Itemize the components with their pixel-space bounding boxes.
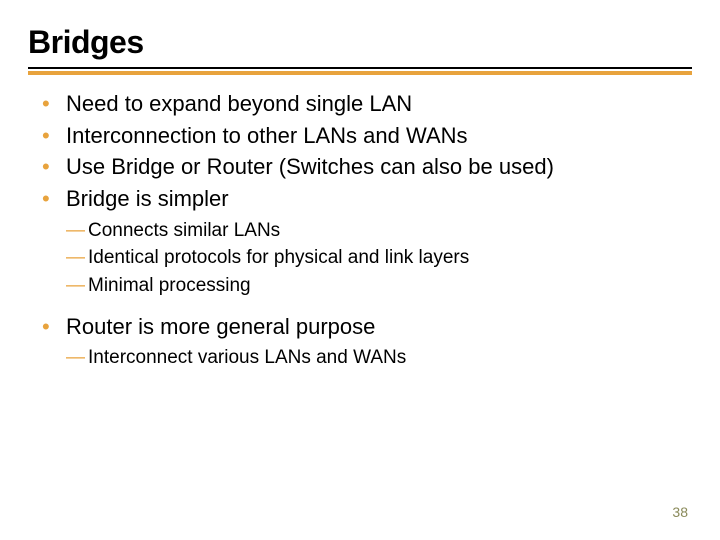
- bullet-text: Router is more general purpose: [66, 314, 375, 339]
- slide: Bridges Need to expand beyond single LAN…: [0, 0, 720, 372]
- bullet-item: Need to expand beyond single LAN: [38, 89, 692, 119]
- sub-text: Identical protocols for physical and lin…: [88, 247, 469, 268]
- bullet-list: Router is more general purpose Interconn…: [28, 312, 692, 372]
- sub-text: Minimal processing: [88, 275, 251, 296]
- bullet-text: Use Bridge or Router (Switches can also …: [66, 154, 554, 179]
- slide-content: Need to expand beyond single LAN Interco…: [28, 89, 692, 372]
- sub-item: Interconnect various LANs and WANs: [66, 345, 692, 372]
- sub-item: Identical protocols for physical and lin…: [66, 245, 692, 272]
- bullet-item: Use Bridge or Router (Switches can also …: [38, 152, 692, 182]
- spacer: [28, 302, 692, 312]
- rule-orange: [28, 71, 692, 75]
- bullet-item: Interconnection to other LANs and WANs: [38, 121, 692, 151]
- sub-item: Connects similar LANs: [66, 218, 692, 245]
- bullet-item: Router is more general purpose Interconn…: [38, 312, 692, 372]
- sub-text: Interconnect various LANs and WANs: [88, 347, 406, 368]
- bullet-text: Bridge is simpler: [66, 186, 229, 211]
- slide-title: Bridges: [28, 24, 692, 61]
- page-number: 38: [672, 504, 688, 520]
- sub-list: Interconnect various LANs and WANs: [66, 345, 692, 372]
- sub-list: Connects similar LANs Identical protocol…: [66, 218, 692, 300]
- bullet-text: Interconnection to other LANs and WANs: [66, 123, 468, 148]
- bullet-text: Need to expand beyond single LAN: [66, 91, 412, 116]
- rule-black: [28, 67, 692, 69]
- bullet-item: Bridge is simpler Connects similar LANs …: [38, 184, 692, 299]
- bullet-list: Need to expand beyond single LAN Interco…: [28, 89, 692, 300]
- sub-text: Connects similar LANs: [88, 220, 280, 241]
- sub-item: Minimal processing: [66, 273, 692, 300]
